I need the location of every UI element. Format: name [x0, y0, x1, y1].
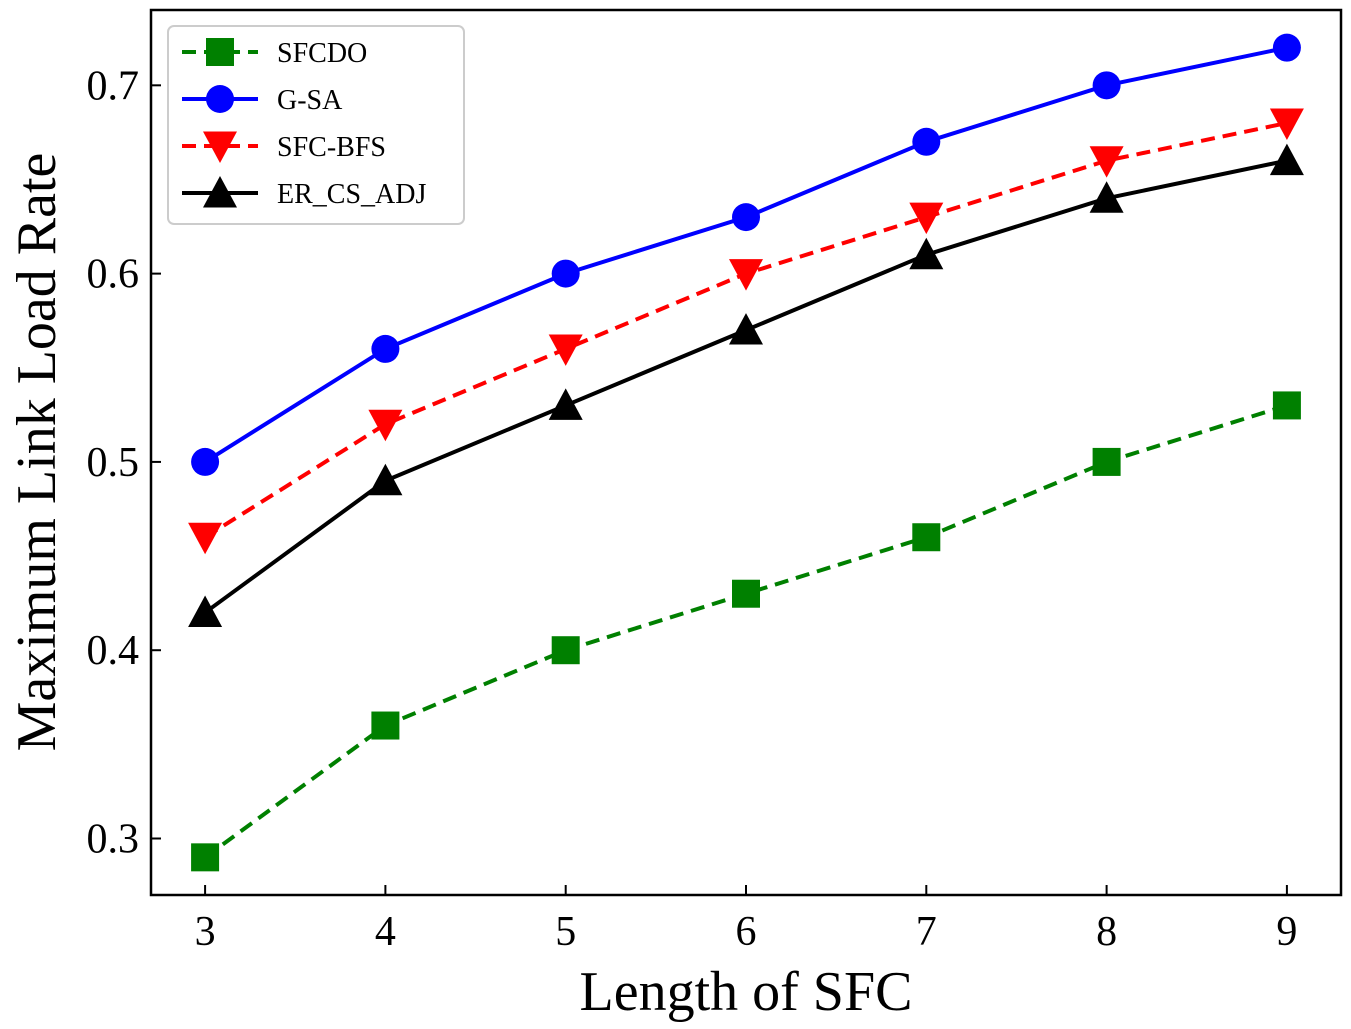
series-g-sa [191, 33, 1301, 476]
data-point [188, 595, 223, 628]
data-point [368, 463, 403, 496]
series-sfc-bfs [188, 108, 1304, 555]
y-tick-label: 0.5 [87, 440, 140, 486]
legend-swatch-marker [203, 131, 237, 163]
data-point [551, 259, 580, 288]
data-point [912, 523, 941, 552]
legend-swatch-marker [206, 38, 234, 66]
series-er-cs-adj [188, 143, 1304, 628]
x-axis-label: Length of SFC [580, 961, 913, 1023]
data-point [1089, 146, 1124, 178]
y-tick-label: 0.6 [87, 252, 140, 298]
data-point [191, 843, 220, 872]
data-point [1272, 391, 1301, 420]
data-point [1089, 181, 1124, 213]
data-point [1272, 33, 1301, 62]
x-tick-label: 4 [375, 909, 396, 955]
data-point [732, 579, 760, 608]
legend-box [167, 25, 465, 225]
legend-swatch-marker [206, 85, 234, 113]
legend-item: G-SA [182, 85, 343, 116]
y-axis-label: Maximum Link Load Rate [6, 153, 68, 752]
x-tick-label: 7 [916, 909, 937, 955]
data-point [1092, 447, 1121, 476]
data-point [732, 203, 760, 232]
data-point [371, 711, 400, 740]
legend-label: ER_CS_ADJ [277, 179, 426, 210]
data-point [729, 313, 763, 345]
data-point [188, 522, 223, 555]
data-point [371, 334, 400, 363]
y-tick-label: 0.7 [87, 63, 140, 109]
legend: SFCDO G-SA SFC-BFS ER_CS_ADJ [167, 25, 465, 225]
data-point [551, 636, 580, 665]
legend-label: SFCDO [277, 38, 367, 69]
data-point [909, 237, 944, 270]
legend-swatch-marker [203, 176, 237, 208]
series-layer [188, 33, 1304, 872]
data-point [191, 447, 220, 476]
data-point [548, 334, 583, 366]
data-point [1092, 71, 1121, 100]
legend-label: SFC-BFS [277, 132, 386, 163]
data-point [912, 127, 941, 156]
legend-item: ER_CS_ADJ [182, 176, 426, 210]
x-tick-label: 9 [1276, 909, 1297, 955]
data-point [548, 388, 583, 420]
x-tick-label: 3 [195, 909, 216, 955]
data-point [909, 202, 944, 235]
data-point [729, 259, 763, 291]
x-tick-label: 6 [736, 909, 757, 955]
legend-label: G-SA [277, 85, 343, 116]
data-point [368, 409, 403, 442]
legend-item: SFCDO [182, 38, 367, 69]
data-point [1269, 143, 1304, 176]
y-tick-label: 0.3 [87, 817, 140, 863]
x-tick-label: 5 [555, 909, 576, 955]
ticks-layer: 3 4 5 6 7 8 9 0.3 0.4 0.5 0.6 0.7 [87, 63, 1298, 955]
x-tick-label: 8 [1096, 909, 1117, 955]
y-tick-label: 0.4 [87, 628, 140, 674]
data-point [1269, 108, 1304, 140]
series-line [203, 403, 1288, 859]
series-sfcdo [191, 391, 1301, 872]
legend-item: SFC-BFS [182, 131, 386, 163]
